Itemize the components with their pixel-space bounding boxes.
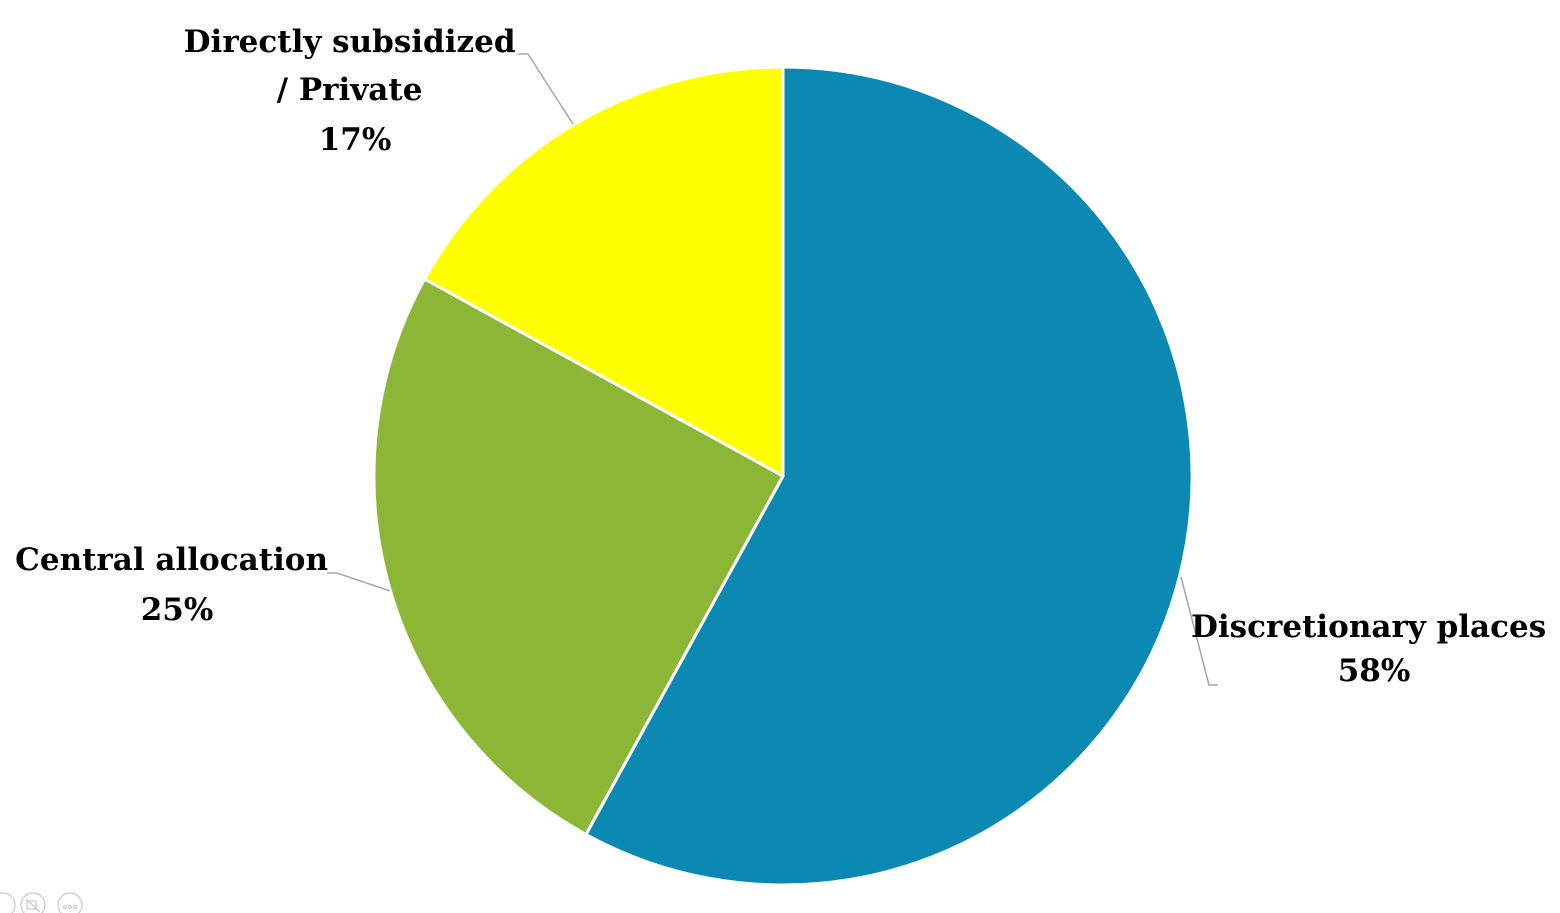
slideshow-controls[interactable] [0, 892, 83, 913]
prev-icon[interactable] [0, 892, 16, 913]
data-labels: Discretionary places 58% Central allocat… [15, 24, 1557, 689]
more-options-icon[interactable] [57, 892, 83, 913]
data-label-discretionary-name: Discretionary places [1191, 609, 1546, 645]
data-label-directly: Directly subsidized / Private 17% [184, 24, 527, 158]
more-options-icon-dot-2 [67, 904, 73, 910]
video-off-icon-slash [25, 898, 41, 913]
data-label-central-value: 25% [141, 592, 214, 628]
data-label-discretionary-value: 58% [1338, 653, 1411, 689]
data-label-directly-name-line1: Directly subsidized [184, 24, 516, 60]
pie-slice-central [372, 277, 785, 836]
leader-line-directly [518, 53, 574, 125]
pie-slices [372, 65, 1194, 887]
data-label-discretionary: Discretionary places 58% [1191, 609, 1557, 689]
data-label-directly-value: 17% [319, 122, 392, 158]
data-label-directly-name-line2: / Private [277, 72, 423, 108]
pie-slice-directly [423, 65, 785, 478]
pie-slice-discretionary [584, 65, 1194, 887]
leader-line-discretionary [1180, 576, 1218, 686]
data-label-central-name: Central allocation [15, 542, 328, 578]
more-options-icon-dot-3 [72, 904, 78, 910]
video-off-icon-body [26, 900, 37, 910]
leader-lines [327, 53, 1218, 686]
data-label-central: Central allocation 25% [15, 542, 339, 628]
more-options-icon-dot-1 [62, 904, 68, 910]
leader-line-central [327, 572, 391, 592]
video-off-icon[interactable] [20, 892, 46, 913]
